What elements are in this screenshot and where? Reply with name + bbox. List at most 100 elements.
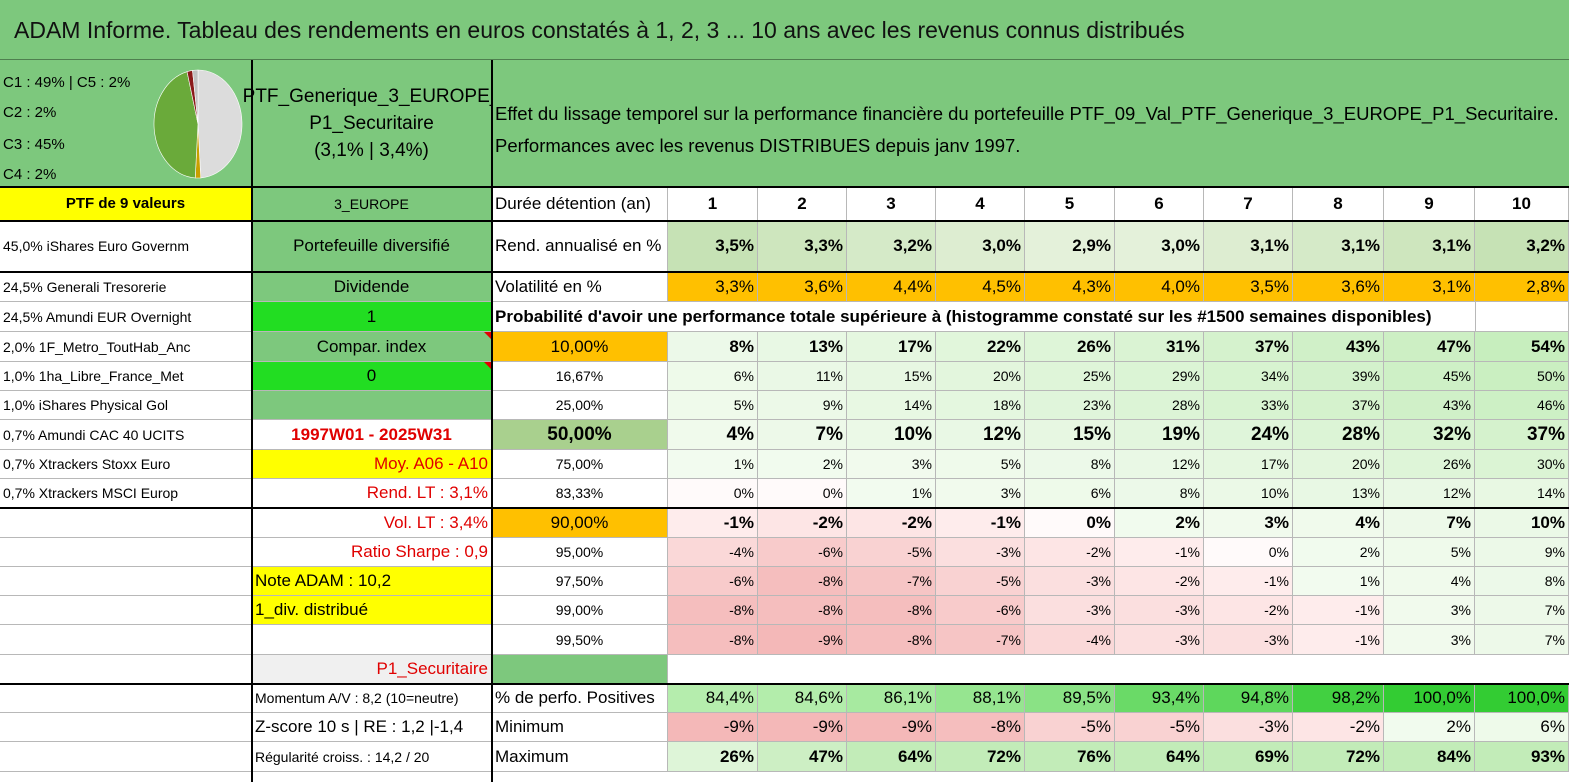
report-title: ADAM Informe. Tableau des rendements en … (0, 0, 1569, 60)
probability-cell: -7% (936, 625, 1025, 655)
probability-cell: 37% (1204, 332, 1293, 362)
minimum-cell: -8% (936, 713, 1025, 742)
probability-cell: 12% (1115, 450, 1204, 479)
probability-cell: 15% (847, 362, 936, 391)
probability-cell: 8% (1115, 479, 1204, 508)
probability-cell: -2% (847, 508, 936, 538)
summary-momentum: Momentum A/V : 8,2 (10=neutre) (252, 684, 492, 713)
probability-cell: -3% (1115, 596, 1204, 625)
positive-perf-cell: 100,0% (1475, 684, 1569, 713)
probability-cell: 4% (1293, 508, 1384, 538)
probability-cell: 7% (758, 420, 847, 450)
maximum-label: Maximum (492, 742, 668, 772)
probability-cell: 10% (847, 420, 936, 450)
probability-cell: 5% (668, 391, 758, 420)
probability-cell: 30% (1475, 450, 1569, 479)
probability-cell: 7% (1475, 625, 1569, 655)
minimum-cell: -9% (847, 713, 936, 742)
empty-cell (0, 596, 252, 625)
probability-cell: -8% (668, 625, 758, 655)
probability-cell: 4% (668, 420, 758, 450)
threshold-label: 16,67% (492, 362, 668, 391)
probability-cell: -6% (936, 596, 1025, 625)
probability-cell: 37% (1475, 420, 1569, 450)
probability-cell: 6% (668, 362, 758, 391)
probability-cell: -9% (758, 625, 847, 655)
empty-cell (0, 655, 252, 684)
year-3: 3 (847, 187, 936, 221)
probability-cell: -3% (1025, 567, 1115, 596)
probability-cell: 13% (1293, 479, 1384, 508)
probability-cell: 39% (1293, 362, 1384, 391)
volatility-cell: 4,0% (1115, 272, 1204, 302)
probability-cell: 34% (1204, 362, 1293, 391)
probability-cell: 31% (1115, 332, 1204, 362)
summary-long-term-volatility: Vol. LT : 3,4% (252, 508, 492, 538)
allocation-pie-chart (153, 69, 243, 179)
minimum-cell: -2% (1293, 713, 1384, 742)
probability-cell: 50% (1475, 362, 1569, 391)
threshold-label: 50,00% (492, 420, 668, 450)
probability-cell: 1% (847, 479, 936, 508)
probability-cell: 45% (1384, 362, 1475, 391)
year-9: 9 (1384, 187, 1475, 221)
probability-cell: 20% (1293, 450, 1384, 479)
summary-income-flag: 1 (252, 302, 492, 332)
probability-cell: 3% (936, 479, 1025, 508)
annualized-return-cell: 3,1% (1293, 221, 1384, 272)
description-line1: Effet du lissage temporel sur la perform… (495, 103, 1559, 124)
annualized-return-cell: 3,1% (1204, 221, 1293, 272)
annualized-return-label: Rend. annualisé en % (492, 221, 668, 272)
probability-cell: -3% (1025, 596, 1115, 625)
allocation-pie-panel: C1 : 49% | C5 : 2% C2 : 2% C3 : 45% C4 :… (0, 60, 252, 187)
maximum-cell: 84% (1384, 742, 1475, 772)
maximum-cell: 93% (1475, 742, 1569, 772)
threshold-label: 95,00% (492, 538, 668, 567)
portfolio-name-line3: (3,1% | 3,4%) (314, 139, 429, 161)
volatility-cell: 4,3% (1025, 272, 1115, 302)
probability-cell: -3% (1115, 625, 1204, 655)
positive-perf-cell: 94,8% (1204, 684, 1293, 713)
minimum-cell: -3% (1204, 713, 1293, 742)
volatility-cell: 3,5% (1204, 272, 1293, 302)
empty-cell (0, 713, 252, 742)
probability-cell: 23% (1025, 391, 1115, 420)
year-4: 4 (936, 187, 1025, 221)
minimum-cell: -9% (758, 713, 847, 742)
probability-cell: 1% (1293, 567, 1384, 596)
summary-dividend-mode: 1_div. distribué (252, 596, 492, 625)
probability-cell: 8% (1025, 450, 1115, 479)
probability-cell: -8% (758, 567, 847, 596)
comment-marker-icon (484, 332, 491, 339)
empty-cell (0, 625, 252, 655)
threshold-label: 90,00% (492, 508, 668, 538)
probability-cell: 26% (1384, 450, 1475, 479)
threshold-label: 75,00% (492, 450, 668, 479)
minimum-cell: -5% (1025, 713, 1115, 742)
probability-cell: 43% (1293, 332, 1384, 362)
volatility-label: Volatilité en % (492, 272, 668, 302)
positive-perf-cell: 88,1% (936, 684, 1025, 713)
year-2: 2 (758, 187, 847, 221)
holding-row: 1,0% 1ha_Libre_France_Met (0, 362, 252, 391)
probability-cell: 20% (936, 362, 1025, 391)
portfolio-name-line2: P1_Securitaire (309, 112, 434, 134)
empty-cell (668, 655, 1569, 684)
probability-cell: 19% (1115, 420, 1204, 450)
year-7: 7 (1204, 187, 1293, 221)
probability-cell: -8% (847, 625, 936, 655)
table-border (0, 271, 1569, 273)
pie-label-c3: C3 : 45% (3, 136, 65, 153)
holding-row: 45,0% iShares Euro Governm (0, 221, 252, 272)
maximum-cell: 64% (1115, 742, 1204, 772)
holding-row: 24,5% Amundi EUR Overnight (0, 302, 252, 332)
empty-cell (1476, 302, 1569, 332)
year-6: 6 (1115, 187, 1204, 221)
annualized-return-cell: 3,1% (1384, 221, 1475, 272)
summary-regularity: Régularité croiss. : 14,2 / 20 (252, 742, 492, 772)
probability-cell: -2% (1115, 567, 1204, 596)
annualized-return-cell: 3,2% (847, 221, 936, 272)
pie-slice-1 (197, 69, 243, 179)
probability-cell: 11% (758, 362, 847, 391)
profile-swatch (492, 655, 668, 684)
